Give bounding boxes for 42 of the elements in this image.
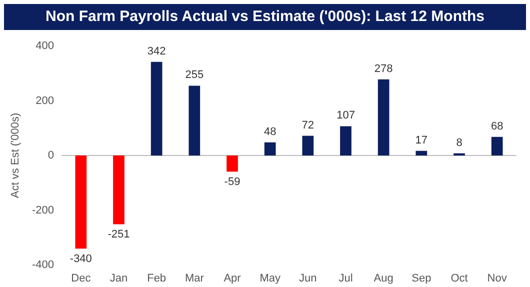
data-label: 48 (264, 126, 276, 138)
x-tick-label: Feb (147, 272, 166, 284)
y-axis-title: Act vs Est ('000s) (10, 112, 22, 198)
bar (491, 136, 503, 156)
x-tick-label: Jun (299, 272, 317, 284)
bar (340, 126, 352, 156)
y-tick-label: -400 (32, 259, 54, 271)
data-label: -340 (70, 253, 92, 266)
bar (264, 142, 276, 156)
x-tick-label: Apr (224, 272, 242, 284)
y-tick-label: 200 (36, 94, 54, 107)
bar (188, 86, 200, 156)
data-label: 342 (147, 45, 166, 58)
x-tick-label: Mar (184, 272, 204, 284)
data-label: 17 (415, 134, 428, 146)
bar (378, 79, 390, 156)
x-tick-label: Aug (374, 272, 394, 284)
x-tick-label: Oct (450, 272, 468, 284)
y-tick-label: 0 (48, 150, 54, 162)
chart-title: Non Farm Payrolls Actual vs Estimate ('000s): Last 12 Months (4, 4, 526, 30)
data-label: 278 (374, 62, 393, 75)
x-tick-label: Nov (487, 272, 508, 284)
x-tick-label: Jan (110, 272, 128, 284)
data-label: 72 (302, 119, 314, 132)
y-tick-label: -200 (32, 204, 54, 216)
bar (302, 136, 314, 156)
y-tick-label: 400 (36, 40, 54, 52)
data-label: -251 (108, 228, 130, 241)
x-tick-label: May (260, 272, 281, 284)
bar (113, 156, 124, 224)
x-tick-label: Dec (71, 272, 92, 284)
data-label: 107 (336, 110, 355, 122)
bar (226, 156, 238, 172)
data-label: 8 (456, 136, 462, 149)
bar (75, 156, 87, 249)
bar (150, 62, 162, 156)
x-tick-label: Sep (412, 272, 432, 284)
x-tick-label: Jul (338, 272, 353, 284)
data-label: -59 (224, 176, 240, 188)
bar (416, 150, 428, 156)
data-label: 68 (490, 120, 504, 132)
data-label: 255 (185, 69, 204, 82)
